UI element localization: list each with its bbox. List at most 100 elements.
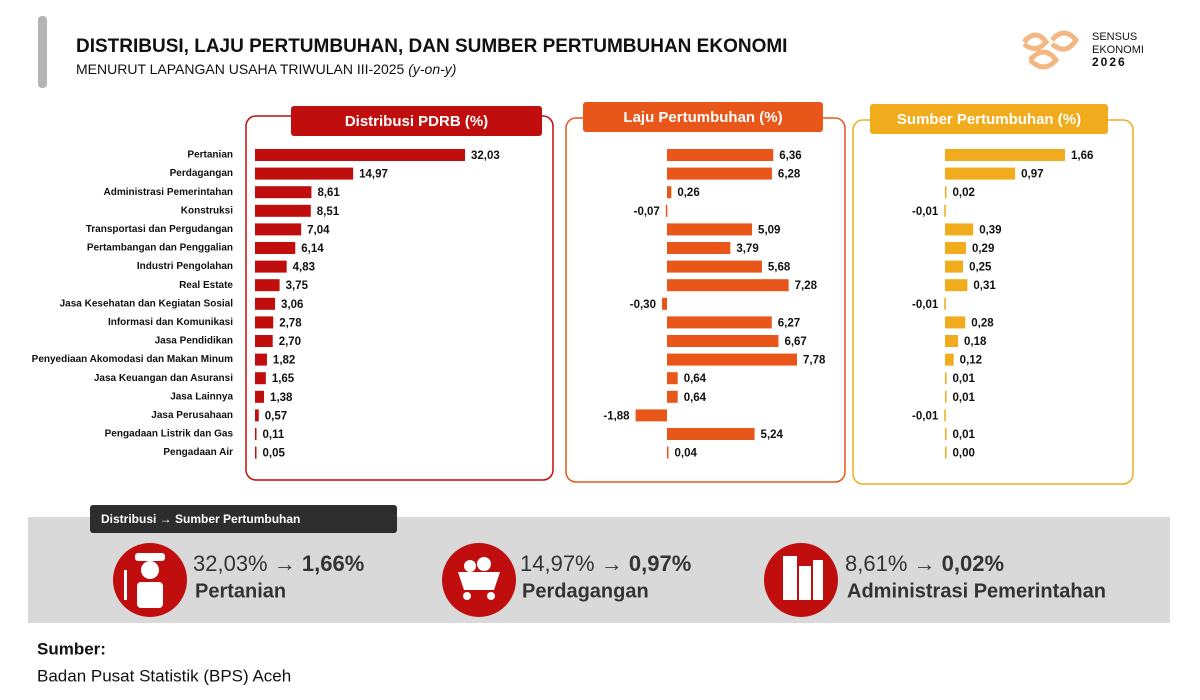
bar	[667, 149, 774, 161]
value-label: 0,39	[979, 224, 1001, 236]
value-label: 1,65	[272, 373, 295, 385]
bar	[255, 353, 267, 366]
category-label: Pertambangan dan Penggalian	[87, 243, 233, 254]
bar	[667, 223, 753, 236]
bar	[945, 149, 1065, 161]
bar	[667, 335, 779, 347]
bar	[945, 353, 954, 366]
bar	[667, 316, 772, 329]
value-label: 0,97	[1021, 169, 1043, 181]
bar	[255, 316, 274, 329]
value-label: 0,12	[960, 355, 982, 367]
value-label: 0,01	[953, 392, 976, 404]
bar	[667, 242, 731, 254]
highlight-to: 0,97%	[629, 551, 691, 576]
category-label: Jasa Perusahaan	[151, 410, 233, 421]
value-label: 1,38	[270, 392, 293, 404]
highlight-from: 32,03%	[193, 551, 268, 576]
value-label: 0,25	[969, 262, 992, 274]
value-label: 3,06	[281, 299, 303, 311]
category-label: Perdagangan	[170, 168, 233, 179]
bar	[665, 204, 668, 217]
category-label: Transportasi dan Pergudangan	[86, 224, 233, 235]
bar	[635, 409, 667, 422]
value-label: 2,78	[279, 317, 302, 329]
bar	[945, 390, 947, 403]
value-label: -0,01	[912, 206, 939, 218]
logo-year: 2026	[1092, 55, 1127, 69]
category-label: Pengadaan Listrik dan Gas	[105, 429, 234, 440]
bar	[255, 409, 259, 422]
highlight-values: 32,03% → 1,66%	[193, 551, 364, 576]
value-label: 0,31	[973, 280, 996, 292]
value-label: -0,01	[912, 299, 939, 311]
value-label: 7,28	[795, 280, 818, 292]
value-label: 6,27	[778, 317, 800, 329]
value-label: -0,01	[912, 410, 939, 422]
value-label: -0,30	[630, 299, 656, 311]
bar	[255, 279, 280, 292]
bar	[945, 316, 966, 329]
highlight-from: 14,97%	[520, 551, 595, 576]
highlight-to: 0,02%	[942, 551, 1004, 576]
bar	[667, 372, 678, 385]
bar	[945, 167, 1016, 180]
bar	[255, 372, 266, 385]
header-accent	[38, 16, 47, 88]
bar	[255, 446, 257, 459]
value-label: 8,61	[317, 187, 340, 199]
category-label: Administrasi Pemerintahan	[104, 187, 233, 198]
value-label: 0,01	[953, 429, 976, 441]
value-label: 7,04	[307, 224, 330, 236]
bar	[661, 297, 667, 310]
panel-tab	[870, 104, 1108, 134]
highlight-label: Pertanian	[195, 580, 286, 602]
badge-text: Distribusi → Sumber Pertumbuhan	[101, 512, 300, 526]
value-label: 6,14	[301, 243, 324, 255]
panel-title: Laju Pertumbuhan (%)	[623, 109, 782, 126]
value-label: 0,29	[972, 243, 994, 255]
value-label: -1,88	[603, 410, 630, 422]
highlight-arrow: →	[914, 551, 936, 576]
panel-title: Sumber Pertumbuhan (%)	[897, 111, 1081, 128]
highlight-band	[28, 517, 1170, 623]
logo-text: SENSUS	[1092, 31, 1137, 43]
bar	[944, 297, 946, 310]
bar	[945, 186, 947, 199]
value-label: 0,64	[684, 373, 707, 385]
subtitle-italic: (y-on-y)	[408, 61, 456, 77]
value-label: 3,75	[286, 280, 309, 292]
highlight-label: Administrasi Pemerintahan	[847, 580, 1106, 602]
category-label: Informasi dan Komunikasi	[108, 317, 233, 328]
bar	[944, 409, 946, 422]
bar	[255, 260, 287, 273]
bar	[255, 242, 296, 254]
value-label: 1,66	[1071, 150, 1093, 162]
icon-glyphs	[124, 553, 823, 608]
value-label: 0,01	[953, 373, 976, 385]
highlight-values: 8,61% → 0,02%	[845, 551, 1004, 576]
category-label: Industri Pengolahan	[137, 261, 233, 272]
bar	[667, 260, 762, 273]
bar	[255, 335, 273, 347]
source-text: Badan Pusat Statistik (BPS) Aceh	[37, 666, 291, 685]
value-label: 5,68	[768, 262, 791, 274]
category-label: Jasa Pendidikan	[155, 336, 233, 347]
bar	[667, 446, 669, 459]
subtitle: MENURUT LAPANGAN USAHA TRIWULAN III-2025…	[76, 61, 456, 77]
bar	[255, 149, 465, 161]
bar	[944, 204, 946, 217]
bar	[667, 279, 789, 292]
category-label: Pertanian	[187, 150, 233, 161]
value-label: 1,82	[273, 355, 295, 367]
value-label: 0,02	[953, 187, 975, 199]
logo: SENSUS EKONOMI 2026	[1022, 30, 1144, 70]
highlight-arrow: →	[274, 551, 296, 576]
category-label: Pengadaan Air	[163, 447, 233, 458]
bar	[667, 390, 678, 403]
bar	[945, 446, 947, 459]
bar	[255, 390, 265, 403]
value-label: 0,26	[677, 187, 699, 199]
category-label: Jasa Lainnya	[170, 391, 233, 402]
value-label: 6,36	[779, 150, 801, 162]
